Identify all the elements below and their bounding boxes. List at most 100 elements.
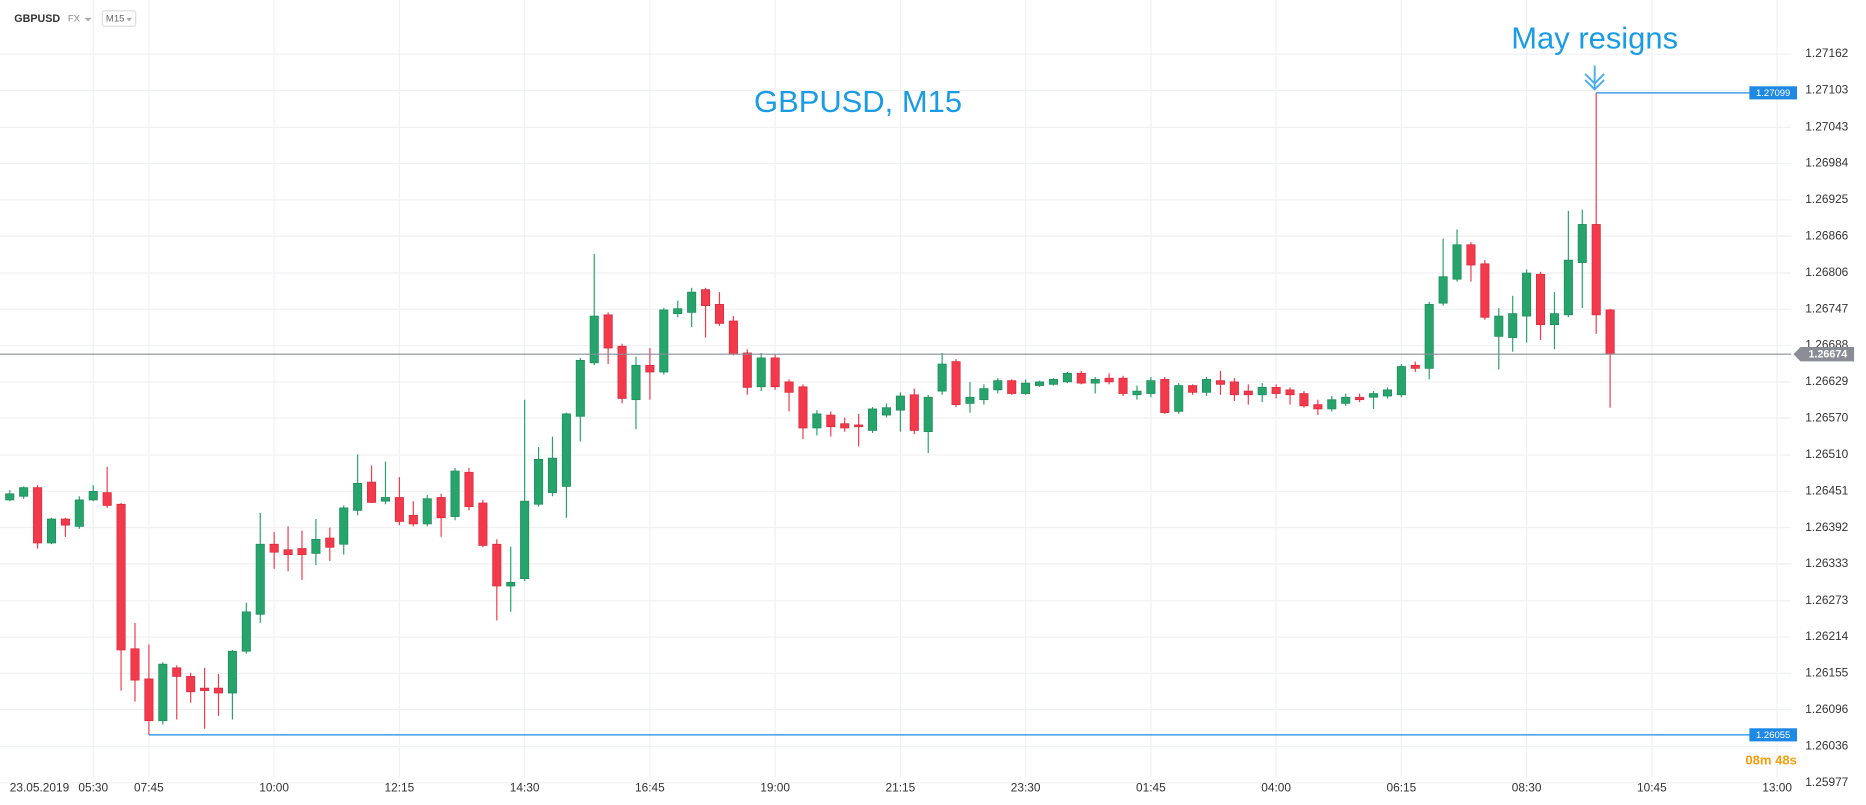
candle-body: [1132, 390, 1142, 396]
candle-body: [102, 492, 112, 506]
candle-body: [575, 359, 585, 417]
annotation: May resigns: [1511, 21, 1678, 56]
candle-body: [561, 413, 571, 487]
candle-body: [1313, 404, 1323, 410]
y-tick-label: 1.26392: [1805, 520, 1848, 534]
x-tick-label: 06:15: [1386, 780, 1416, 794]
candle-body: [255, 543, 265, 615]
candle-body: [1382, 389, 1392, 397]
candle-body: [1396, 366, 1406, 396]
candle-body: [1452, 244, 1462, 280]
candle-body: [1202, 379, 1212, 393]
y-tick-label: 1.26451: [1805, 483, 1848, 497]
x-tick-label: 16:45: [635, 780, 665, 794]
market[interactable]: FX: [68, 14, 81, 25]
x-tick-label: 08:30: [1512, 780, 1542, 794]
candle-body: [1090, 379, 1100, 384]
x-tick-label: 19:00: [760, 780, 790, 794]
candle-body: [367, 481, 377, 503]
candle-body: [394, 497, 404, 522]
x-tick-label: 10:00: [259, 780, 289, 794]
candle-body: [742, 352, 752, 388]
candle-body: [1549, 313, 1559, 326]
candle-body: [1438, 276, 1448, 304]
candle-body: [603, 314, 613, 349]
price-tag: [1749, 728, 1797, 742]
candle-body: [19, 487, 29, 497]
candle-body: [283, 549, 293, 556]
y-tick-label: 1.26155: [1805, 665, 1848, 679]
candle-body: [172, 667, 182, 677]
last-price-label: 1.26674: [1809, 349, 1848, 361]
x-tick-label: 13:00: [1762, 780, 1792, 794]
candle-body: [1048, 379, 1058, 385]
candle-body: [1188, 385, 1198, 393]
candle-body: [492, 543, 502, 587]
candle-body: [756, 357, 766, 388]
candle-body: [784, 381, 794, 393]
x-tick-label: 07:45: [134, 780, 164, 794]
candle-body: [130, 648, 140, 681]
y-tick-label: 1.26806: [1805, 265, 1848, 279]
candle-body: [1229, 381, 1239, 396]
candle-body: [1146, 380, 1156, 394]
x-tick-label: 23.05.2019: [10, 780, 70, 794]
candle-body: [1327, 399, 1337, 410]
candle-body: [1160, 379, 1170, 413]
candle-body: [339, 507, 349, 545]
candle-body: [311, 538, 321, 554]
market-caret[interactable]: [84, 17, 92, 22]
candle-body: [33, 487, 43, 544]
candle-body: [74, 499, 84, 527]
candle-body: [1257, 387, 1267, 396]
candle-body: [923, 396, 933, 433]
candle-body: [60, 518, 70, 526]
candle-body: [714, 304, 724, 324]
candle-body: [116, 503, 126, 651]
interval-caret[interactable]: [126, 17, 133, 22]
candle-body: [144, 678, 154, 722]
candle-body: [5, 493, 15, 501]
candle-body: [1410, 364, 1420, 369]
interval-box[interactable]: [101, 10, 137, 27]
candle-body: [547, 457, 557, 493]
candle-body: [422, 498, 432, 525]
candle-body: [269, 543, 279, 553]
y-tick-label: 1.26866: [1805, 228, 1848, 242]
candle-body: [826, 414, 836, 428]
candle-body: [1104, 377, 1114, 383]
candle-body: [1076, 372, 1086, 384]
candle-body: [213, 687, 224, 694]
candle-body: [1007, 380, 1017, 394]
candle-body: [993, 380, 1003, 391]
candle-body: [380, 497, 391, 502]
candle-body: [1271, 387, 1281, 394]
countdown: 08m 48s: [1745, 752, 1797, 767]
candle-body: [895, 395, 905, 411]
candle-body: [868, 408, 878, 431]
y-tick-label: 1.26570: [1805, 410, 1848, 424]
candle-body: [1563, 259, 1573, 316]
candle-body: [770, 357, 780, 388]
candle-body: [589, 315, 599, 364]
y-tick-label: 1.27103: [1805, 83, 1848, 97]
y-tick-label: 1.26036: [1805, 739, 1848, 753]
symbol[interactable]: GBPUSD: [14, 13, 60, 25]
interval[interactable]: M15: [106, 14, 124, 25]
candle-body: [1355, 396, 1365, 401]
y-tick-label: 1.26214: [1805, 629, 1848, 643]
y-tick-label: 1.26925: [1805, 192, 1848, 206]
overlays: 1.27162 1.27103 1.27043 1.26984 1.26925 1.268…: [0, 46, 1855, 794]
candle-body: [158, 663, 168, 722]
candle-body: [1522, 272, 1532, 317]
candle-body: [241, 611, 251, 652]
candle-body: [840, 423, 850, 429]
candle-body: [1035, 381, 1045, 386]
candle-body: [227, 650, 237, 694]
candle-body: [1508, 313, 1518, 338]
x-tick-label: 01:45: [1136, 780, 1166, 794]
y-tick-label: 1.26984: [1805, 156, 1848, 170]
candle-body: [1215, 380, 1225, 385]
